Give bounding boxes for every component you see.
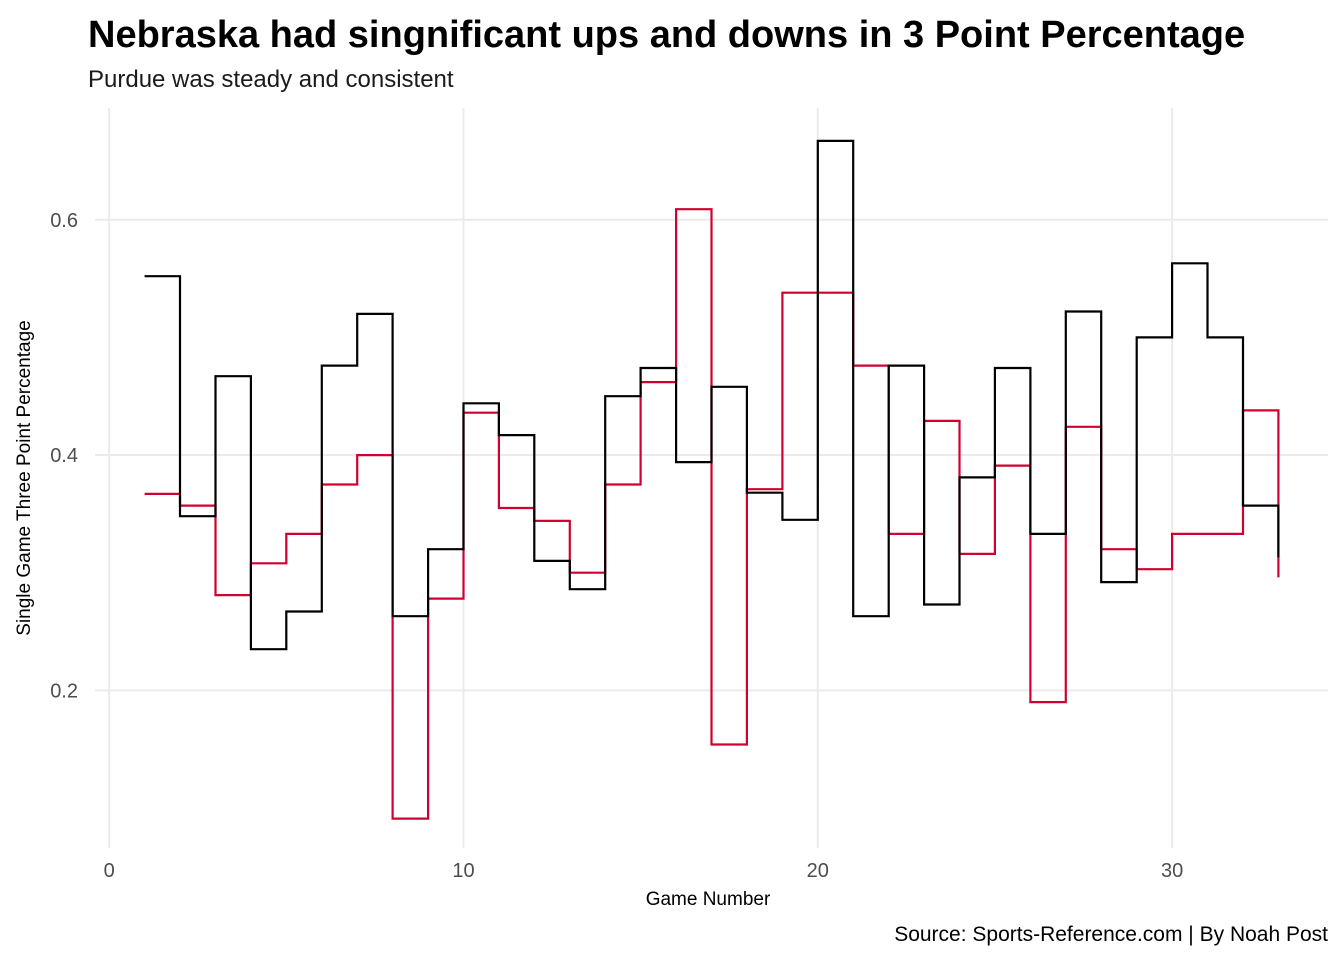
series-line-2: [144, 139, 1280, 651]
chart-caption: Source: Sports-Reference.com | By Noah P…: [894, 923, 1328, 946]
x-axis-label: Game Number: [646, 889, 771, 910]
series-layer: [144, 139, 1280, 820]
x-tick-label: 30: [1161, 860, 1183, 882]
x-tick-label: 0: [104, 860, 115, 882]
series-line-1: [144, 208, 1280, 820]
chart-subtitle: Purdue was steady and consistent: [88, 66, 454, 93]
chart-title: Nebraska had singnificant ups and downs …: [88, 14, 1245, 56]
y-tick-label: 0.4: [50, 445, 78, 467]
x-tick-label: 20: [807, 860, 829, 882]
y-axis-label: Single Game Three Point Percentage: [14, 320, 35, 635]
y-axis-ticks: 0.2 0.4 0.6: [50, 210, 78, 703]
x-axis-ticks: 0 10 20 30: [104, 860, 1184, 882]
x-tick-label: 10: [452, 860, 474, 882]
y-tick-label: 0.6: [50, 210, 78, 232]
y-tick-label: 0.2: [50, 680, 78, 702]
